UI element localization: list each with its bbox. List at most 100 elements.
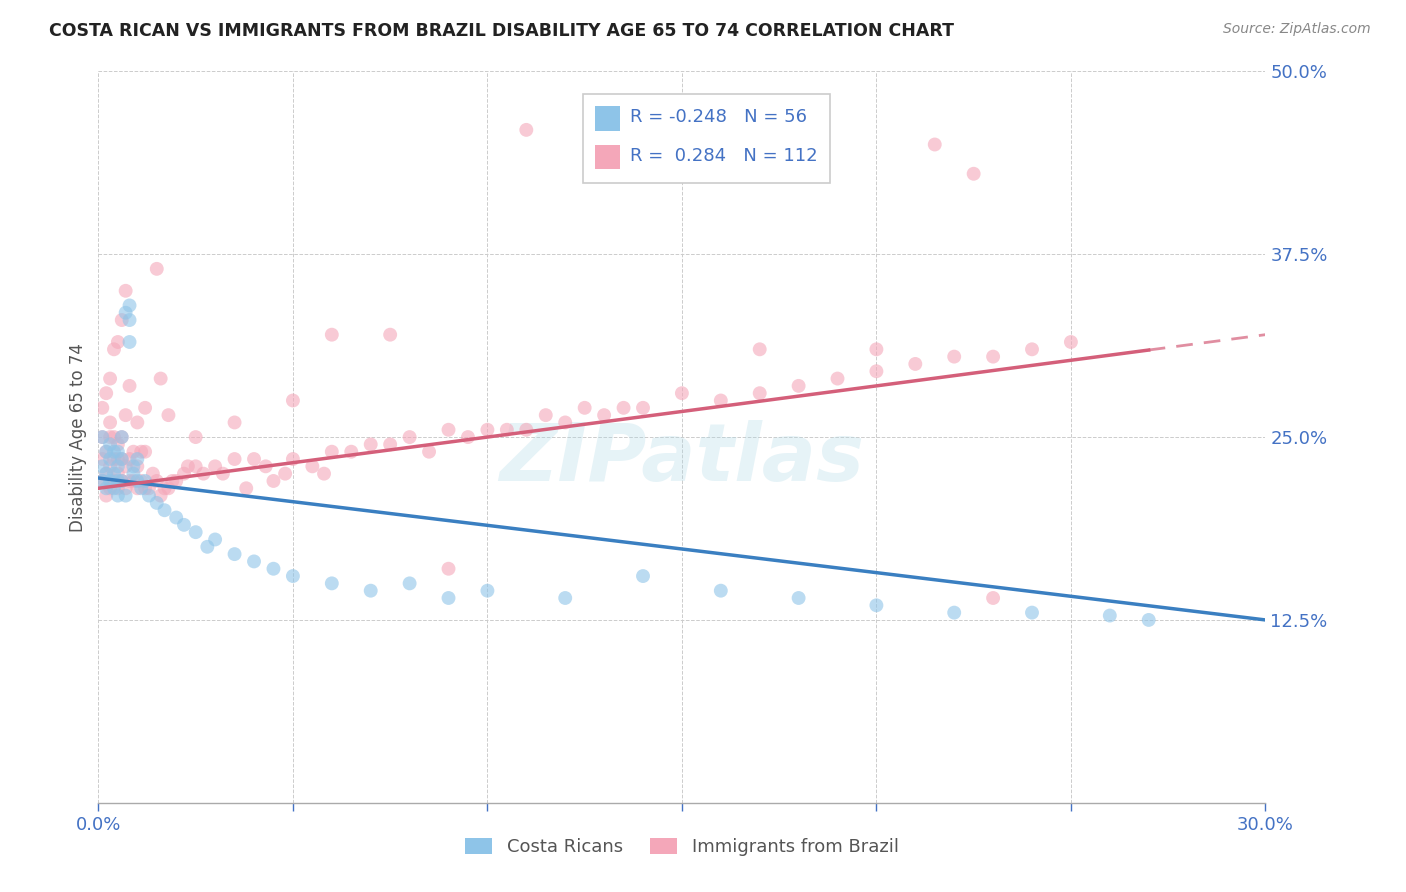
Point (787, 591, 810, 605)
Point (195, 540, 218, 554)
Point (118, 452, 141, 467)
Point (204, 459, 226, 474)
Point (134, 444, 156, 458)
Point (177, 459, 200, 474)
Point (165, 474, 187, 488)
Point (118, 334, 141, 349)
Point (574, 401, 596, 415)
Text: R = -0.248   N = 56: R = -0.248 N = 56 (630, 108, 807, 126)
Point (321, 327, 343, 342)
Point (118, 474, 141, 488)
Text: R =  0.284   N = 112: R = 0.284 N = 112 (630, 147, 817, 165)
Point (91, 459, 114, 474)
Point (96, 386, 118, 401)
Point (477, 423, 499, 437)
Point (103, 430, 125, 444)
Point (360, 583, 382, 598)
Point (827, 371, 849, 385)
Point (111, 452, 134, 467)
Point (127, 481, 149, 495)
Point (162, 474, 184, 488)
Point (1060, 334, 1083, 349)
Text: COSTA RICAN VS IMMIGRANTS FROM BRAZIL DISABILITY AGE 65 TO 74 CORRELATION CHART: COSTA RICAN VS IMMIGRANTS FROM BRAZIL DI… (49, 22, 955, 40)
Point (515, 123, 537, 137)
Point (865, 343, 887, 357)
Point (91, 474, 114, 488)
Point (96, 467, 118, 481)
Point (157, 481, 180, 495)
Point (153, 503, 176, 517)
Point (127, 416, 149, 430)
Point (122, 444, 145, 458)
Point (134, 474, 156, 488)
Point (98, 371, 121, 385)
Point (312, 467, 335, 481)
Point (114, 408, 136, 422)
Point (243, 452, 266, 467)
Point (534, 408, 557, 422)
Point (98, 437, 121, 451)
Point (98, 459, 121, 474)
Point (981, 350, 1004, 364)
Point (96, 481, 118, 495)
Point (515, 423, 537, 437)
Point (321, 444, 343, 458)
Point (111, 474, 134, 488)
Point (262, 474, 284, 488)
Point (118, 298, 141, 312)
Point (146, 261, 169, 276)
Point (262, 562, 284, 576)
Point (281, 393, 304, 408)
Point (613, 401, 636, 415)
Point (437, 591, 460, 605)
Point (127, 459, 149, 474)
Point (904, 357, 927, 371)
Point (457, 430, 479, 444)
Point (204, 533, 226, 547)
Point (398, 430, 420, 444)
Point (149, 489, 172, 503)
Point (418, 444, 440, 458)
Point (96, 444, 118, 458)
Point (224, 452, 246, 467)
Point (631, 569, 654, 583)
Point (281, 569, 304, 583)
Point (243, 554, 266, 568)
Point (129, 474, 152, 488)
Point (224, 416, 246, 430)
Point (943, 350, 966, 364)
Point (96, 444, 118, 458)
Point (193, 467, 215, 481)
Point (134, 401, 156, 415)
Point (98, 474, 121, 488)
Point (91, 401, 114, 415)
Point (98, 481, 121, 495)
Point (103, 452, 125, 467)
Point (122, 467, 145, 481)
Text: ZIPatlas: ZIPatlas (499, 420, 865, 498)
Point (943, 606, 966, 620)
Point (477, 583, 499, 598)
Point (710, 583, 733, 598)
Point (748, 386, 770, 401)
Point (98, 452, 121, 467)
Point (212, 467, 235, 481)
Point (91, 430, 114, 444)
Point (91, 474, 114, 488)
Point (962, 167, 984, 181)
Point (134, 481, 156, 495)
Point (91, 430, 114, 444)
Point (107, 459, 129, 474)
Point (398, 576, 420, 591)
Point (114, 284, 136, 298)
Point (103, 343, 125, 357)
Point (129, 444, 152, 458)
Point (114, 489, 136, 503)
Point (138, 489, 160, 503)
Point (593, 408, 616, 422)
Point (129, 481, 152, 495)
Point (1021, 343, 1043, 357)
Point (865, 599, 887, 613)
Point (380, 327, 402, 342)
Point (1098, 608, 1121, 623)
